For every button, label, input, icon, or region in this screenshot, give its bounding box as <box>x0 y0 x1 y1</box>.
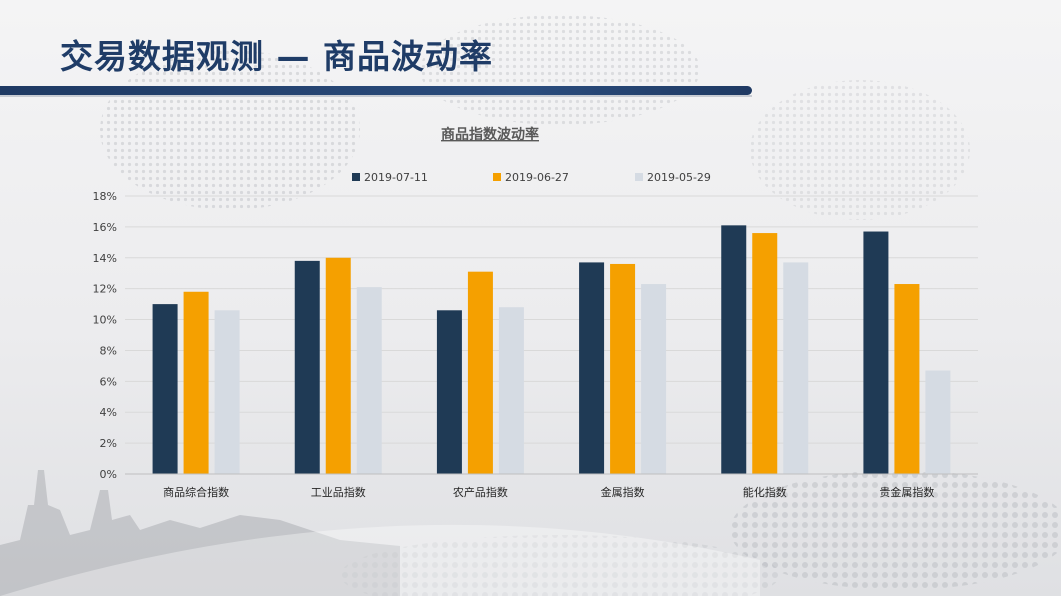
chart-legend: 2019-07-11 2019-06-27 2019-05-29 <box>352 171 711 184</box>
legend-swatch <box>352 173 360 181</box>
y-tick-label: 18% <box>93 190 117 203</box>
y-tick-label: 6% <box>100 375 117 388</box>
legend-swatch <box>493 173 501 181</box>
bar <box>436 310 462 474</box>
x-category-label: 工业品指数 <box>311 485 366 499</box>
y-tick-label: 16% <box>93 221 117 234</box>
bar <box>610 263 636 474</box>
y-tick-label: 12% <box>93 283 117 296</box>
chart-title: 商品指数波动率 <box>441 126 539 143</box>
bar <box>356 287 382 474</box>
bar <box>783 262 809 474</box>
bar <box>294 260 320 474</box>
chart-bars <box>152 225 951 474</box>
x-category-label: 农产品指数 <box>453 485 508 499</box>
x-axis: 商品综合指数 工业品指数 农产品指数 金属指数 能化指数 贵金属指数 <box>125 473 978 499</box>
y-tick-label: 4% <box>100 406 117 419</box>
bar <box>894 284 920 474</box>
bar <box>498 307 524 474</box>
bar <box>579 262 605 474</box>
bar <box>752 233 778 474</box>
chart-gridlines <box>125 195 978 475</box>
title-underline-bar <box>0 86 752 95</box>
y-tick-label: 2% <box>100 437 117 450</box>
y-tick-label: 8% <box>100 344 117 357</box>
x-category-label: 贵金属指数 <box>879 485 934 499</box>
x-category-label: 能化指数 <box>743 485 787 499</box>
bar <box>467 271 493 474</box>
bar <box>183 291 209 474</box>
bar <box>721 225 747 474</box>
legend-label: 2019-05-29 <box>647 171 711 184</box>
legend-swatch <box>635 173 643 181</box>
bar <box>214 310 240 474</box>
bar <box>925 370 951 474</box>
legend-label: 2019-07-11 <box>364 171 428 184</box>
y-tick-label: 0% <box>100 468 117 481</box>
y-tick-label: 10% <box>93 314 117 327</box>
bar <box>325 257 351 474</box>
bar <box>641 284 667 474</box>
title-underline-shadow <box>0 95 752 97</box>
x-category-label: 金属指数 <box>601 485 645 499</box>
bar <box>863 231 889 474</box>
y-tick-label: 14% <box>93 252 117 265</box>
x-category-label: 商品综合指数 <box>163 485 229 499</box>
slide-title: 交易数据观测 — 商品波动率 <box>60 37 493 76</box>
bar <box>152 304 178 474</box>
legend-label: 2019-06-27 <box>505 171 569 184</box>
y-axis: 0% 2% 4% 6% 8% 10% 12% 14% 16% 18% <box>93 190 117 481</box>
